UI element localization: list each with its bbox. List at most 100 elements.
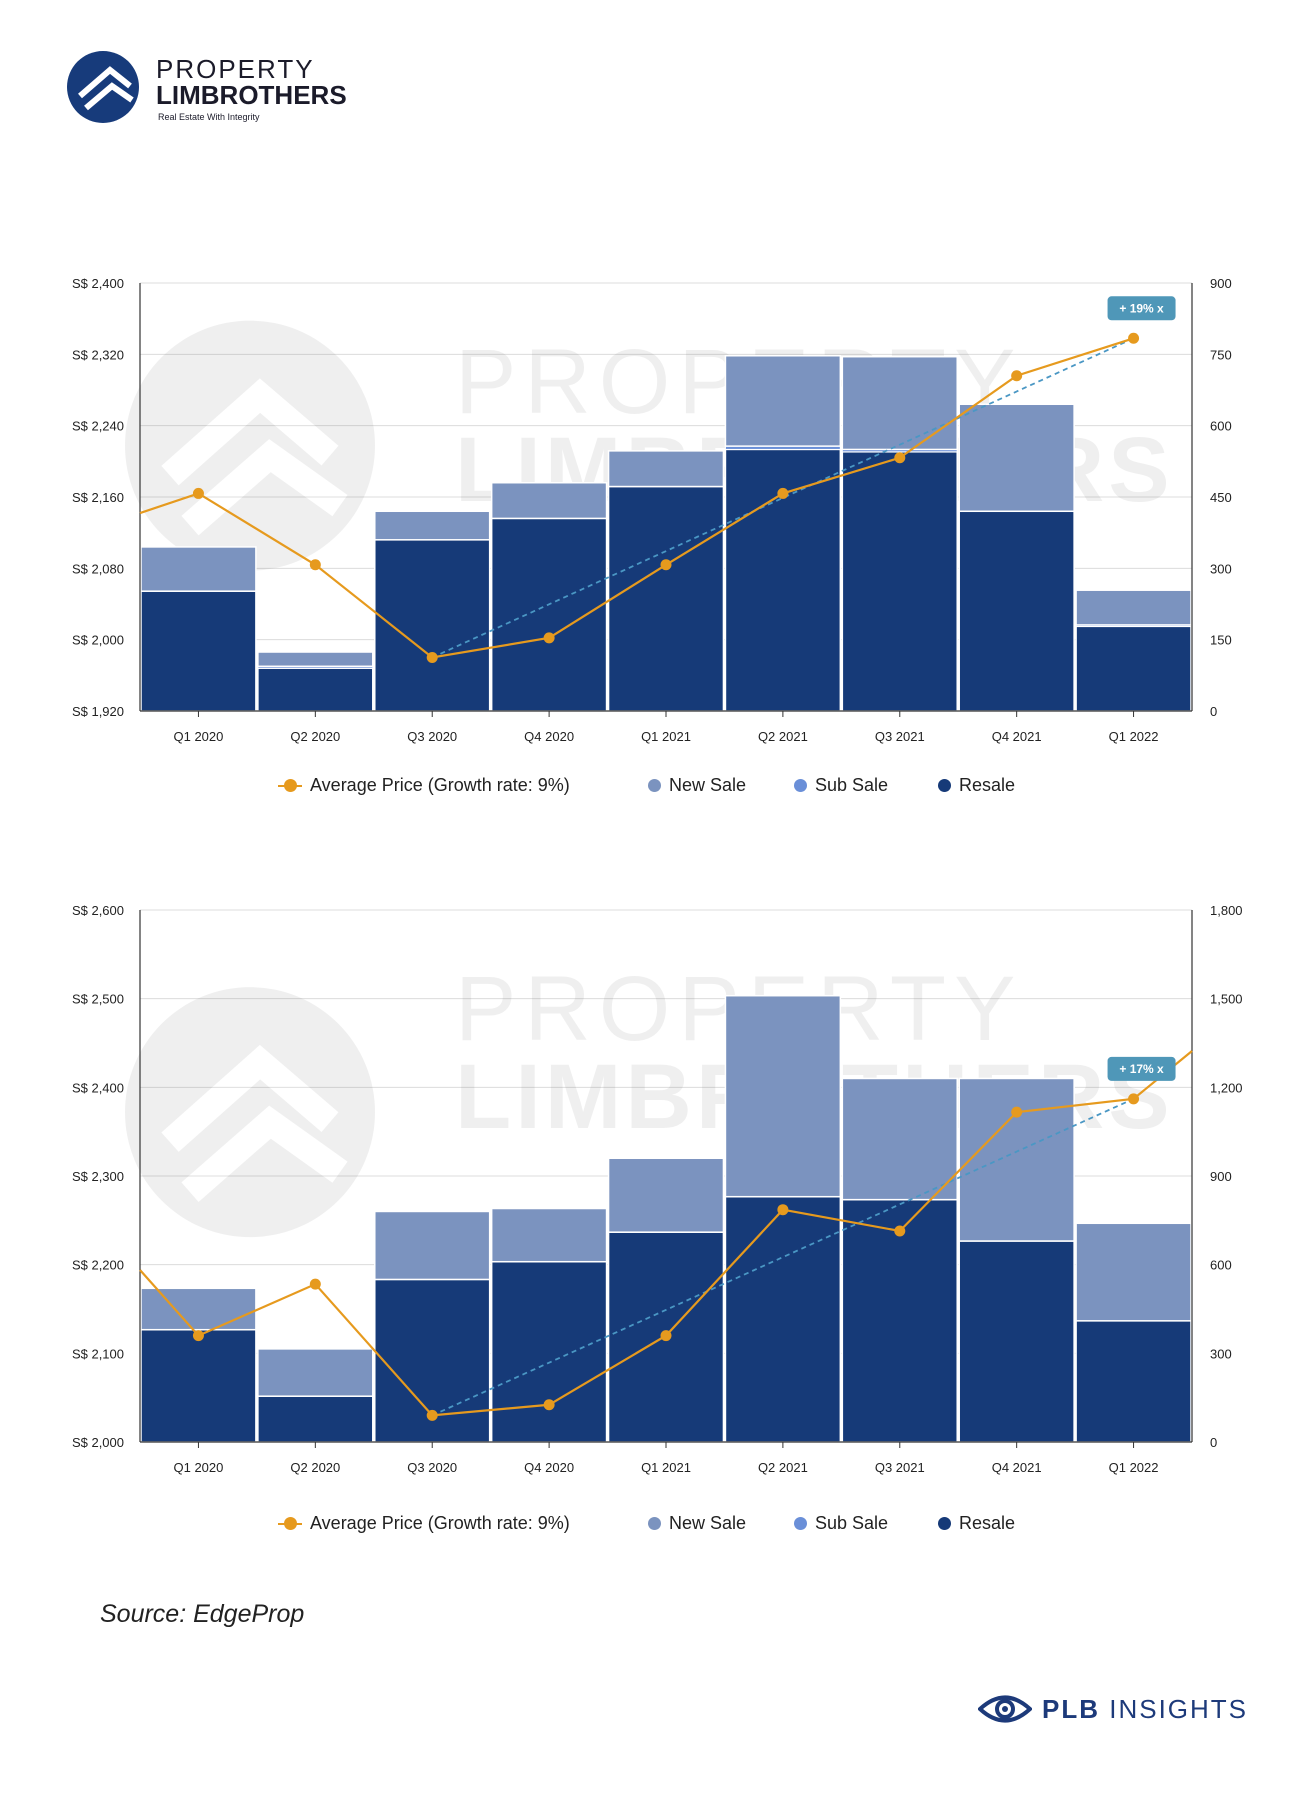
new-sale-bar — [724, 355, 842, 447]
right-tick-label: 150 — [1210, 633, 1232, 648]
chart-2-plot: S$ 2,000 S$ 2,100 S$ 2,200 S$ 2,300 S$ 2,400… — [72, 903, 1243, 1475]
right-tick-label: 300 — [1210, 1346, 1232, 1361]
watermark-chevron — [181, 1105, 348, 1202]
average-price-point — [894, 452, 906, 464]
plb-insights-logo: PLB INSIGHTS — [978, 1690, 1248, 1730]
resale-bar — [140, 590, 257, 712]
resale-bar — [490, 517, 608, 712]
new-sale-bar — [958, 403, 1075, 513]
watermark-circle — [125, 987, 375, 1238]
resale-dot-icon — [938, 1517, 951, 1530]
average-price-point — [894, 1225, 906, 1237]
brand-tagline: Real Estate With Integrity — [158, 112, 260, 122]
left-tick-label: S$ 2,320 — [72, 347, 124, 362]
left-tick-label: S$ 1,920 — [72, 704, 124, 719]
average-price-point — [660, 1330, 672, 1342]
x-tick-label: Q4 2020 — [524, 729, 574, 744]
resale-dot-icon — [938, 779, 951, 792]
x-tick-label: Q1 2021 — [641, 729, 691, 744]
average-price-point — [543, 632, 555, 644]
new-sale-bar — [257, 1348, 374, 1397]
x-tick-label: Q2 2021 — [758, 1460, 808, 1475]
new-sale-bar — [841, 355, 958, 451]
x-tick-label: Q2 2020 — [290, 729, 340, 744]
house-logo-icon — [67, 51, 139, 123]
average-price-point — [1011, 370, 1023, 382]
resale-bar — [607, 485, 725, 712]
average-price-marker-icon — [278, 779, 302, 792]
brand-line2: LIMBROTHERS — [156, 80, 347, 110]
left-tick-label: S$ 2,000 — [72, 1435, 124, 1450]
x-tick-label: Q1 2022 — [1109, 729, 1159, 744]
right-tick-label: 300 — [1210, 561, 1232, 576]
x-tick-label: Q3 2021 — [875, 729, 925, 744]
chart-1: S$ 1,920 S$ 2,000 S$ 2,080 S$ 2,160 S$ 2,240… — [0, 250, 1301, 810]
chart-1-plot: S$ 1,920 S$ 2,000 S$ 2,080 S$ 2,160 S$ 2,240… — [72, 276, 1232, 744]
average-price-point — [192, 1330, 204, 1342]
watermark-chevron — [161, 378, 339, 486]
chart-2: S$ 2,000 S$ 2,100 S$ 2,200 S$ 2,300 S$ 2,400… — [0, 870, 1301, 1550]
legend-sub-sale: Sub Sale — [794, 775, 888, 796]
resale-bar — [490, 1260, 608, 1443]
new-sale-bar — [140, 1287, 257, 1331]
legend-average-price: Average Price (Growth rate: 9%) — [278, 775, 570, 796]
right-tick-label: 900 — [1210, 276, 1232, 291]
left-tick-label: S$ 2,300 — [72, 1169, 124, 1184]
new-sale-bar — [841, 1077, 958, 1201]
resale-bar — [257, 667, 374, 712]
average-price-point — [192, 487, 204, 499]
right-tick-label: 0 — [1210, 704, 1217, 719]
average-price-point — [660, 559, 672, 571]
new-sale-bar — [257, 651, 374, 668]
average-price-point — [309, 1278, 321, 1290]
new-sale-bar — [374, 1210, 491, 1281]
new-sale-bar — [607, 450, 725, 488]
footer-brand-rest: INSIGHTS — [1100, 1694, 1249, 1724]
x-tick-label: Q2 2020 — [290, 1460, 340, 1475]
resale-bar — [374, 539, 491, 712]
new-sale-bar — [490, 481, 608, 520]
x-tick-label: Q3 2021 — [875, 1460, 925, 1475]
legend-resale: Resale — [938, 1513, 1015, 1534]
resale-bar — [1075, 1320, 1192, 1443]
resale-bar — [140, 1328, 257, 1443]
resale-bar — [958, 1240, 1075, 1443]
right-tick-label: 1,200 — [1210, 1080, 1243, 1095]
left-tick-label: S$ 2,500 — [72, 992, 124, 1007]
legend-new-sale: New Sale — [648, 1513, 746, 1534]
legend-resale: Resale — [938, 775, 1015, 796]
new-sale-bar — [1075, 589, 1192, 626]
left-tick-label: S$ 2,400 — [72, 1080, 124, 1095]
new-sale-bar — [140, 546, 257, 592]
average-price-point — [777, 1204, 789, 1216]
growth-badge — [1107, 296, 1176, 321]
eye-logo-icon — [978, 1695, 1032, 1723]
resale-bar — [724, 1195, 842, 1443]
growth-badge — [1107, 1056, 1176, 1081]
new-sale-bar — [490, 1207, 608, 1263]
right-tick-label: 1,800 — [1210, 903, 1243, 918]
average-price-point — [1128, 1093, 1140, 1105]
right-tick-label: 900 — [1210, 1169, 1232, 1184]
x-tick-label: Q1 2022 — [1109, 1460, 1159, 1475]
average-price-point — [543, 1399, 555, 1411]
right-tick-label: 600 — [1210, 419, 1232, 434]
resale-bar — [257, 1395, 374, 1443]
brand-line1: PROPERTY — [156, 54, 315, 84]
left-tick-label: S$ 2,000 — [72, 633, 124, 648]
x-tick-label: Q3 2020 — [407, 729, 457, 744]
average-price-point — [777, 487, 789, 499]
legend-sub-sale: Sub Sale — [794, 1513, 888, 1534]
source-note: Source: EdgeProp — [100, 1600, 305, 1628]
x-tick-label: Q4 2021 — [992, 1460, 1042, 1475]
resale-bar — [958, 510, 1075, 712]
right-tick-label: 1,500 — [1210, 992, 1243, 1007]
property-limbrothers-logo: PROPERTY LIMBROTHERS Real Estate With In… — [66, 50, 386, 130]
new-sale-bar — [607, 1157, 725, 1233]
left-tick-label: S$ 2,240 — [72, 419, 124, 434]
average-price-point — [1128, 332, 1140, 344]
x-tick-label: Q2 2021 — [758, 729, 808, 744]
watermark-chevron — [161, 1044, 339, 1152]
x-tick-label: Q1 2020 — [174, 1460, 224, 1475]
right-tick-label: 450 — [1210, 490, 1232, 505]
